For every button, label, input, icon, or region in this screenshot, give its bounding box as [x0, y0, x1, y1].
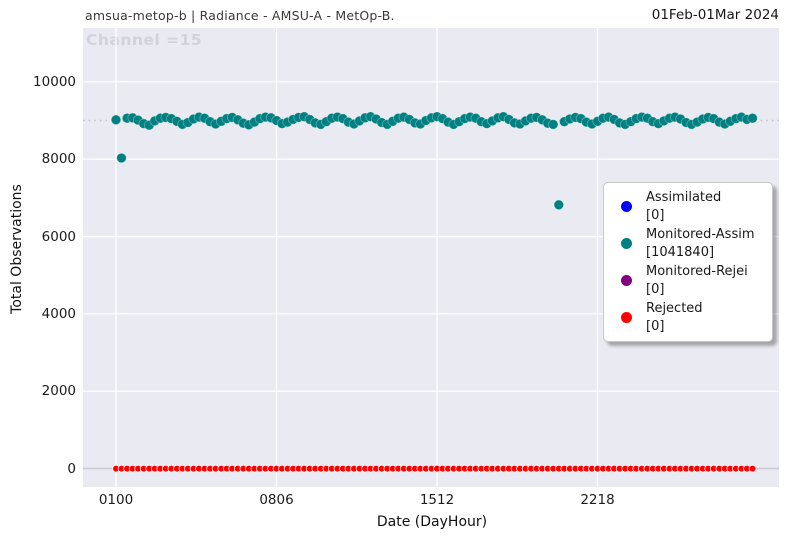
x-tick-label: 2218 — [580, 492, 615, 508]
legend-label: Rejected — [646, 301, 703, 316]
legend-item-rejected: Rejected [0] — [612, 299, 766, 336]
rejected-marker-icon — [621, 312, 632, 323]
x-axis-label: Date (DayHour) — [376, 514, 488, 530]
data-point — [747, 112, 758, 124]
gridlines — [83, 28, 779, 487]
data-point — [553, 199, 565, 211]
y-tick-label: 6000 — [41, 228, 76, 245]
legend-label: Monitored-Assim — [646, 227, 755, 242]
series-monitored-assim — [110, 111, 758, 211]
date-range-label: 01Feb-01Mar 2024 — [651, 7, 779, 23]
legend-label: Assimilated — [646, 190, 722, 205]
legend-item-monitored-rejei: Monitored-Rejei [0] — [612, 262, 766, 299]
legend-count: [0] — [646, 318, 665, 334]
legend-label: Monitored-Rejei — [646, 264, 748, 279]
legend-item-monitored-assim: Monitored-Assim [1041840] — [612, 225, 766, 262]
y-tick-label: 0 — [67, 460, 76, 477]
legend-count: [0] — [646, 207, 665, 223]
x-tick-label: 0100 — [98, 492, 134, 508]
monitored-assim-marker-icon — [621, 238, 632, 249]
legend-count: [1041840] — [646, 244, 715, 260]
y-tick-label: 10000 — [33, 73, 76, 90]
y-tick-label: 8000 — [41, 151, 76, 168]
y-axis-label: Total Observations — [9, 184, 25, 314]
plot-title: amsua-metop-b | Radiance - AMSU-A - MetO… — [85, 8, 395, 23]
x-tick-label: 1512 — [419, 492, 455, 508]
monitored-rejei-marker-icon — [621, 275, 632, 286]
data-point — [748, 464, 757, 473]
data-point — [110, 114, 122, 126]
series-rejected — [112, 464, 757, 473]
y-tick-label: 4000 — [41, 305, 76, 322]
channel-watermark: Channel =15 — [86, 31, 203, 49]
x-tick-label: 0806 — [259, 492, 294, 508]
legend-count: [0] — [646, 281, 665, 297]
data-point — [548, 119, 559, 130]
y-tick-label: 2000 — [41, 383, 76, 400]
data-point — [116, 152, 127, 164]
legend: Assimilated [0] Monitored-Assim [1041840… — [603, 182, 773, 342]
assimilated-marker-icon — [621, 201, 632, 212]
legend-item-assimilated: Assimilated [0] — [612, 188, 766, 225]
